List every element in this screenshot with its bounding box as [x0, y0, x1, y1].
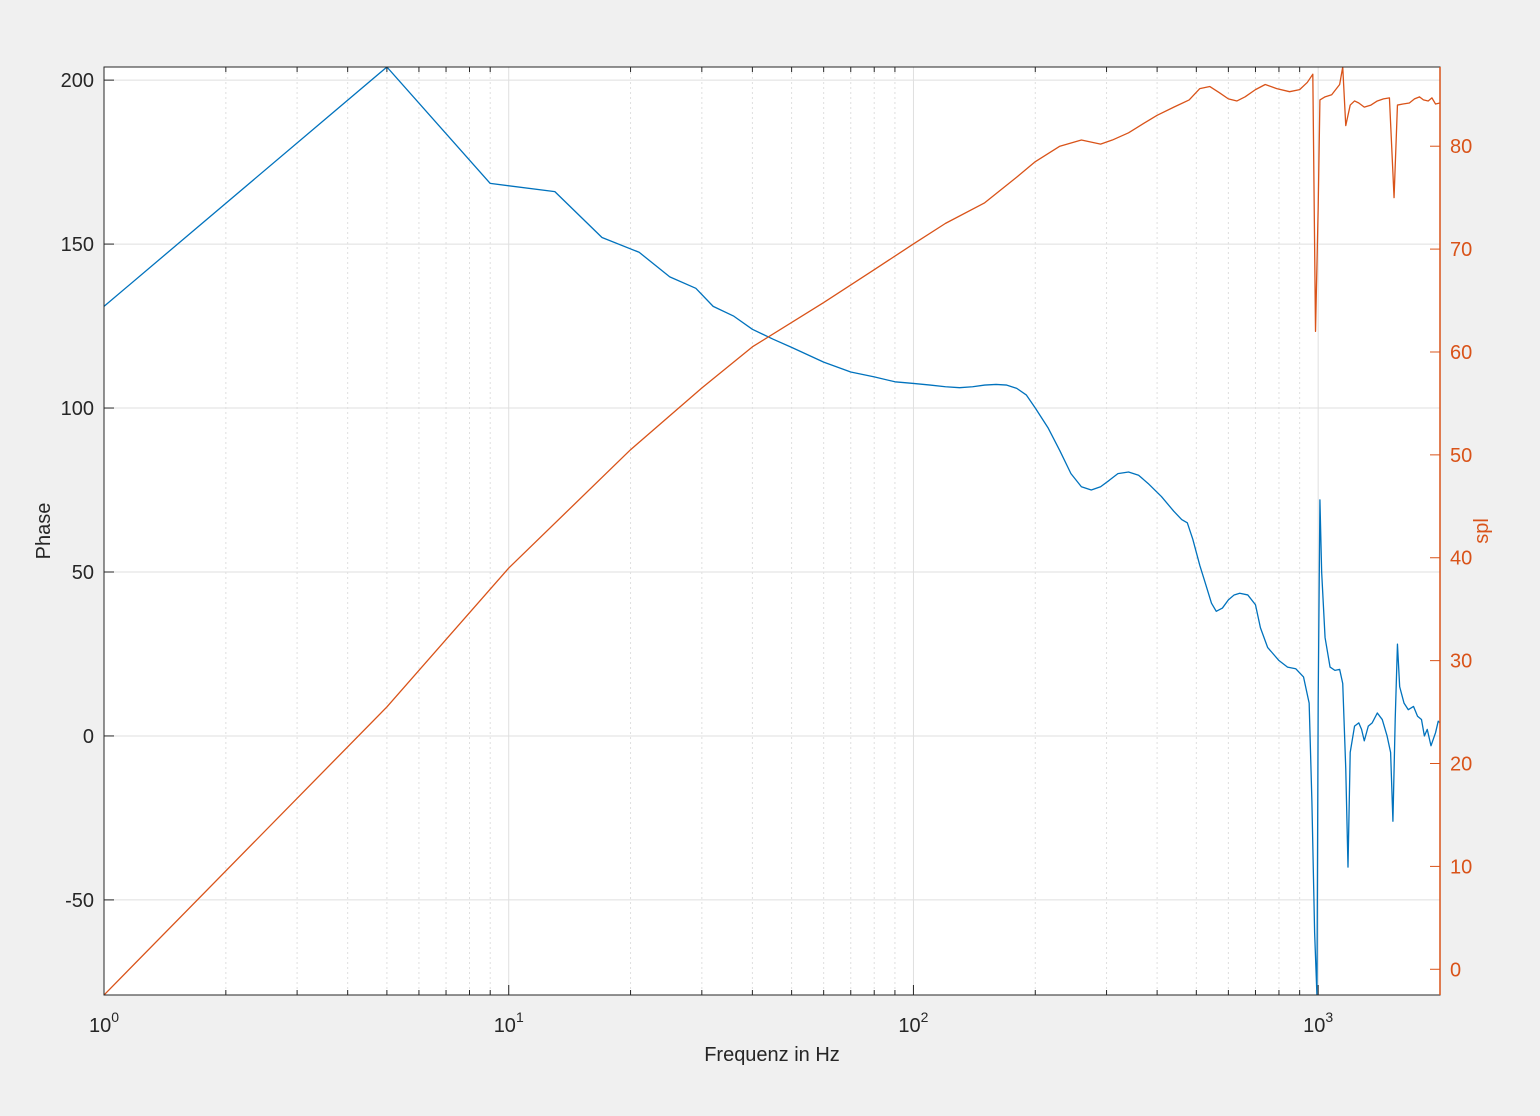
plot-background	[104, 67, 1440, 995]
spl-series-line	[104, 67, 1440, 995]
right-y-tick-label: 20	[1450, 754, 1472, 776]
right-y-axis-label: spl	[1471, 518, 1493, 544]
right-y-tick-labels: 0 10 20 30 40 50 60 70 80	[1450, 136, 1472, 981]
left-y-tick-label: 0	[83, 726, 94, 748]
x-tick-label: 102	[898, 1009, 928, 1037]
right-y-tick-label: 80	[1450, 136, 1472, 158]
right-y-tick-label: 10	[1450, 856, 1472, 878]
x-tick-label: 103	[1303, 1009, 1333, 1037]
left-y-tick-label: 200	[61, 70, 94, 92]
right-y-tick-label: 70	[1450, 239, 1472, 261]
right-y-tick-label: 0	[1450, 959, 1461, 981]
right-y-tick-label: 60	[1450, 342, 1472, 364]
left-y-tick-label: 50	[72, 562, 94, 584]
x-tick-label: 101	[494, 1009, 524, 1037]
right-y-tick-label: 30	[1450, 651, 1472, 673]
grid-lines	[103, 67, 1441, 995]
left-y-axis-label: Phase	[33, 503, 55, 560]
left-y-tick-label: 150	[61, 234, 94, 256]
series-layer	[104, 67, 1440, 995]
phase-series-line	[104, 67, 1440, 995]
left-y-tick-labels: -50 0 50 100 150 200	[61, 70, 94, 912]
x-tick-label: 100	[89, 1009, 119, 1037]
right-y-tick-label: 50	[1450, 445, 1472, 467]
x-tick-labels: 100 101 102 103	[89, 1009, 1333, 1037]
tick-marks	[103, 67, 1441, 995]
x-axis-label: Frequenz in Hz	[704, 1044, 840, 1066]
right-y-tick-label: 40	[1450, 548, 1472, 570]
left-y-tick-label: 100	[61, 398, 94, 420]
left-y-tick-label: -50	[65, 890, 94, 912]
